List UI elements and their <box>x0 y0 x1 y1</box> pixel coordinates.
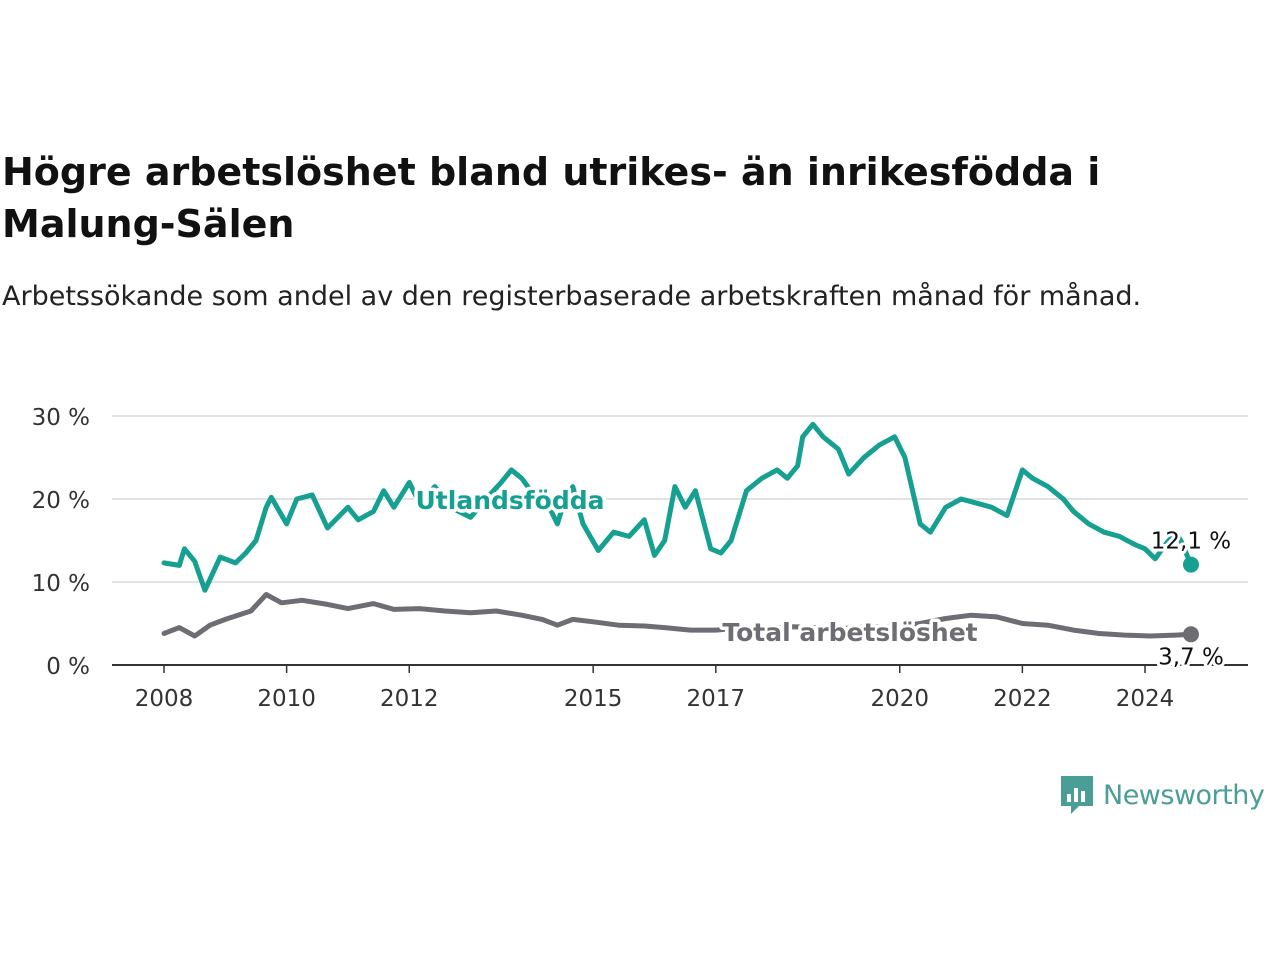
series-end-dot <box>1182 556 1199 573</box>
series-end-label: 12,1 % <box>1151 529 1231 555</box>
x-tick-label: 2022 <box>993 686 1052 712</box>
x-tick-label: 2020 <box>870 686 929 712</box>
y-tick-label: 30 % <box>32 405 90 431</box>
y-tick-label: 0 % <box>46 654 90 680</box>
line-chart: 0 % 10 % 20 % 30 % 2008 2010 2012 2015 2017 2020… <box>32 405 1248 712</box>
series-line-total <box>161 592 1194 639</box>
chart-subtitle: Arbetssökande som andel av den registerb… <box>2 281 1142 312</box>
x-axis-ticks: 2008 2010 2012 2015 2017 2020 2022 2024 <box>135 665 1175 712</box>
newsworthy-logo: Newsworthy <box>1059 774 1265 816</box>
y-tick-label: 20 % <box>32 488 90 514</box>
series-name-label: Utlandsfödda <box>416 486 605 515</box>
series-line-utlandsfodda <box>161 421 1194 593</box>
chart-title: Högre arbetslöshet bland utrikes- än inr… <box>2 150 1101 246</box>
series-name-label: Total arbetslöshet <box>722 618 977 647</box>
x-tick-label: 2015 <box>564 686 623 712</box>
x-tick-label: 2024 <box>1116 686 1175 712</box>
x-tick-label: 2010 <box>257 686 316 712</box>
newsworthy-logo-icon <box>1061 776 1093 814</box>
logo-text: Newsworthy <box>1103 779 1265 811</box>
y-axis-ticks: 0 % 10 % 20 % 30 % <box>32 405 90 680</box>
series-end-dot <box>1182 626 1199 643</box>
series-labels: 12,1 % 3,7 % Utlandsfödda Total arbetslöshe… <box>412 483 1234 674</box>
x-tick-label: 2008 <box>135 686 194 712</box>
x-tick-label: 2012 <box>380 686 439 712</box>
series-end-label: 3,7 % <box>1158 644 1224 670</box>
series-lines <box>161 421 1199 643</box>
y-tick-label: 10 % <box>32 571 90 597</box>
x-tick-label: 2017 <box>687 686 746 712</box>
